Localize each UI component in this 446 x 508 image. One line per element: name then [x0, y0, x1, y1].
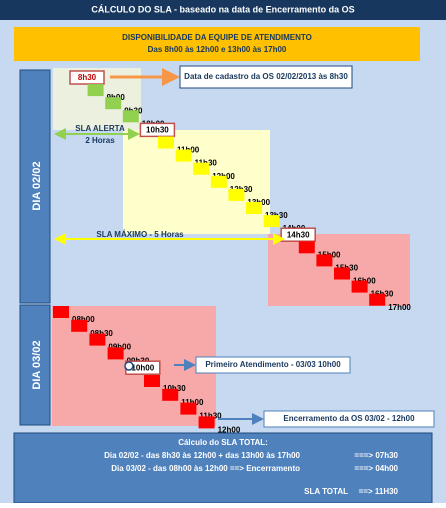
day-bar — [19, 304, 51, 426]
alert-label: SLA ALERTA — [75, 124, 125, 133]
time-step — [228, 188, 245, 201]
time-label: 10h00 — [131, 363, 154, 372]
total-label: SLA TOTAL — [304, 487, 348, 496]
time-step — [158, 136, 174, 149]
time-step — [246, 202, 262, 214]
day-label: DIA 03/02 — [31, 340, 43, 389]
time-label: 08h30 — [90, 329, 113, 338]
time-box — [69, 70, 105, 85]
time-label: 08h00 — [72, 315, 95, 324]
summary-heading: Cálculo do SLA TOTAL: — [178, 438, 268, 447]
availability-hours: Das 8h00 às 12h00 e 13h00 às 17h00 — [148, 45, 287, 54]
time-step — [71, 319, 88, 332]
summary-box — [13, 432, 433, 504]
time-label: 8h30 — [78, 73, 97, 82]
time-step — [107, 347, 124, 360]
time-step — [316, 254, 333, 267]
time-step — [351, 280, 368, 293]
time-step — [263, 215, 280, 228]
time-step — [122, 110, 139, 123]
time-label: 10h30 — [163, 384, 186, 393]
callout-created: Data de cadastro da OS 02/02/2013 às 8h3… — [184, 72, 348, 81]
alert-hours: 2 Horas — [85, 136, 115, 145]
title: CÁLCULO DO SLA - baseado na data de Ence… — [91, 4, 354, 14]
time-step — [89, 333, 106, 346]
time-step — [162, 388, 179, 401]
time-step — [298, 241, 315, 254]
availability-box — [14, 27, 420, 61]
callout-box — [195, 356, 351, 374]
time-label: 09h00 — [108, 343, 131, 352]
summary-line: Dia 03/02 - das 08h00 às 12h00 ==> Encer… — [111, 464, 300, 473]
callout-box — [263, 410, 435, 428]
time-step — [334, 267, 350, 280]
time-step — [144, 375, 160, 387]
title-bar — [0, 0, 446, 20]
day-bar — [19, 69, 51, 304]
max-label: SLA MÁXIMO - 5 Horas — [96, 230, 184, 239]
time-step — [198, 416, 215, 429]
time-label: 17h00 — [388, 303, 411, 312]
callout-closed: Encerramento da OS 03/02 - 12h00 — [283, 414, 415, 423]
callout-first: Primeiro Atendimento - 03/03 10h00 — [205, 360, 341, 369]
time-label: 12h00 — [218, 426, 241, 435]
availability-heading: DISPONIBILIDADE DA EQUIPE DE ATENDIMENTO — [122, 33, 312, 42]
time-step — [53, 306, 69, 318]
callout-box — [179, 65, 353, 89]
time-step — [193, 162, 210, 175]
time-step — [180, 402, 197, 415]
clock-icon — [124, 361, 134, 371]
time-box — [139, 122, 176, 138]
time-label: 14h30 — [287, 230, 310, 239]
time-label: 11h00 — [181, 398, 204, 407]
time-step — [87, 84, 104, 97]
time-step — [369, 293, 386, 306]
time-step — [105, 97, 122, 110]
summary-result: ===> 07h30 — [354, 451, 398, 460]
yellow-region — [123, 130, 270, 234]
day-label: DIA 02/02 — [31, 161, 43, 210]
time-label: 11h30 — [199, 412, 222, 421]
time-step — [210, 175, 227, 188]
summary-result: ===> 04h00 — [354, 464, 398, 473]
time-label: 10h30 — [146, 126, 169, 135]
total-value: ==> 11H30 — [359, 487, 399, 496]
summary-line: Dia 02/02 - das 8h30 às 12h00 + das 13h0… — [104, 451, 300, 460]
time-step — [175, 149, 192, 162]
